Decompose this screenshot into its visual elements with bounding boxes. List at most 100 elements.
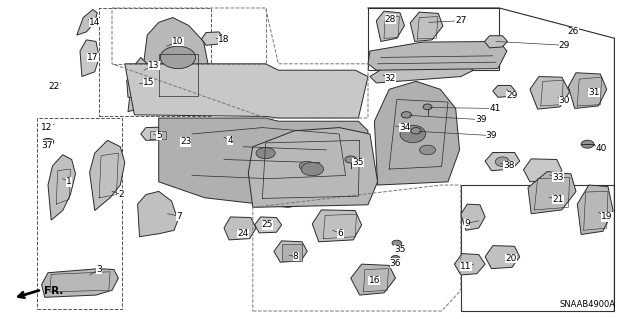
Polygon shape <box>248 128 378 207</box>
Polygon shape <box>454 254 485 275</box>
Polygon shape <box>202 32 224 45</box>
Text: 35: 35 <box>394 245 406 254</box>
Text: 4: 4 <box>228 136 233 145</box>
Text: SNAAB4900A: SNAAB4900A <box>559 300 616 309</box>
Bar <box>37 118 122 309</box>
Polygon shape <box>376 11 404 41</box>
Text: 23: 23 <box>180 137 191 146</box>
Ellipse shape <box>300 161 315 170</box>
Ellipse shape <box>391 256 400 261</box>
Bar <box>368 8 499 70</box>
Text: 10: 10 <box>172 37 184 46</box>
Text: 2: 2 <box>119 190 124 199</box>
Polygon shape <box>312 210 362 242</box>
Polygon shape <box>274 241 307 262</box>
Bar <box>282 244 302 261</box>
Polygon shape <box>370 64 474 83</box>
Polygon shape <box>77 10 97 35</box>
Text: 28: 28 <box>385 15 396 24</box>
Ellipse shape <box>392 240 402 246</box>
Text: 39: 39 <box>486 131 497 140</box>
Text: 7: 7 <box>177 212 182 221</box>
Ellipse shape <box>256 147 275 159</box>
Polygon shape <box>42 269 118 297</box>
Text: 22: 22 <box>48 82 60 91</box>
Ellipse shape <box>420 145 436 155</box>
Text: 29: 29 <box>506 91 518 100</box>
Text: 41: 41 <box>490 104 501 113</box>
Text: 20: 20 <box>505 254 516 263</box>
Polygon shape <box>138 191 178 237</box>
Ellipse shape <box>401 112 412 118</box>
Polygon shape <box>524 159 562 182</box>
Text: 21: 21 <box>552 195 564 204</box>
Text: 5: 5 <box>156 131 161 140</box>
Text: 13: 13 <box>148 61 159 70</box>
Ellipse shape <box>345 156 356 163</box>
Polygon shape <box>170 135 197 147</box>
Text: 8: 8 <box>293 252 298 261</box>
Polygon shape <box>138 18 208 112</box>
Bar <box>131 83 148 96</box>
Bar <box>99 8 211 116</box>
Polygon shape <box>568 73 607 108</box>
Polygon shape <box>159 118 368 207</box>
Ellipse shape <box>423 104 432 110</box>
Text: 16: 16 <box>369 276 380 285</box>
Polygon shape <box>484 36 508 48</box>
Polygon shape <box>374 81 460 185</box>
Polygon shape <box>485 152 520 171</box>
Text: 33: 33 <box>552 173 564 182</box>
Polygon shape <box>493 85 515 97</box>
Polygon shape <box>127 72 154 97</box>
Text: 39: 39 <box>476 115 487 124</box>
Text: 29: 29 <box>559 41 570 50</box>
Text: 18: 18 <box>218 35 230 44</box>
Polygon shape <box>485 246 520 269</box>
Polygon shape <box>125 64 368 118</box>
Polygon shape <box>128 57 154 112</box>
Polygon shape <box>255 217 282 233</box>
Ellipse shape <box>42 138 54 145</box>
Text: 15: 15 <box>143 78 154 87</box>
Ellipse shape <box>581 140 594 148</box>
Ellipse shape <box>301 162 323 176</box>
Polygon shape <box>205 130 242 145</box>
Text: 3: 3 <box>97 265 102 274</box>
Bar <box>461 185 614 311</box>
Polygon shape <box>90 140 125 211</box>
Text: 35: 35 <box>353 158 364 167</box>
Text: 24: 24 <box>237 229 249 238</box>
Polygon shape <box>410 12 443 41</box>
Polygon shape <box>351 264 396 295</box>
Text: 19: 19 <box>601 212 612 221</box>
Text: 1: 1 <box>67 177 72 186</box>
Text: 38: 38 <box>503 161 515 170</box>
Polygon shape <box>461 204 485 230</box>
Text: 30: 30 <box>559 96 570 105</box>
Text: 14: 14 <box>89 18 100 27</box>
Text: 32: 32 <box>385 74 396 83</box>
Polygon shape <box>530 77 570 109</box>
Text: 12: 12 <box>41 123 52 132</box>
Text: 17: 17 <box>87 53 99 62</box>
Polygon shape <box>80 40 99 77</box>
Ellipse shape <box>161 46 196 69</box>
Text: 26: 26 <box>567 27 579 36</box>
Text: 34: 34 <box>399 123 410 132</box>
Ellipse shape <box>411 128 421 134</box>
Text: 25: 25 <box>262 220 273 229</box>
Polygon shape <box>528 172 576 214</box>
Text: 31: 31 <box>588 88 600 97</box>
Text: 37: 37 <box>42 141 53 150</box>
Text: FR.: FR. <box>44 286 63 296</box>
Text: 6: 6 <box>338 229 343 238</box>
Polygon shape <box>224 217 256 240</box>
Polygon shape <box>368 41 507 70</box>
Text: 9: 9 <box>465 219 470 228</box>
Polygon shape <box>48 155 76 220</box>
Ellipse shape <box>495 157 509 167</box>
Text: 36: 36 <box>390 259 401 268</box>
Polygon shape <box>577 185 613 234</box>
Text: 40: 40 <box>596 144 607 153</box>
